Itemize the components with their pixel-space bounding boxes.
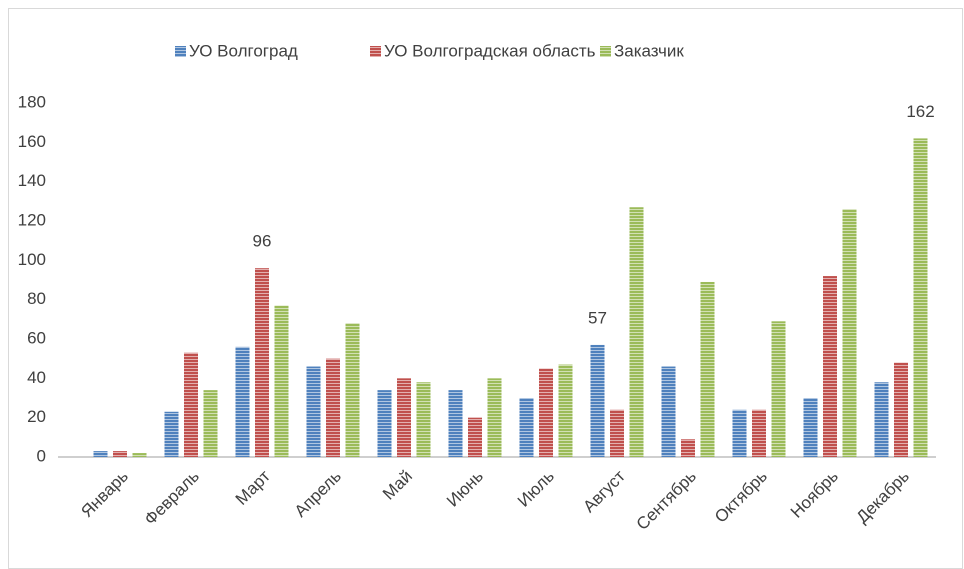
bar: [326, 358, 340, 457]
bar: [842, 209, 857, 457]
bar: [590, 344, 605, 457]
bar: [823, 276, 837, 457]
bar: [255, 268, 269, 457]
bar: [274, 305, 289, 457]
bar: [113, 451, 127, 457]
bar: [487, 378, 502, 457]
bar: [539, 368, 553, 457]
y-tick-label: 140: [18, 171, 46, 190]
legend-swatch: [175, 46, 186, 57]
bar: [894, 362, 908, 457]
bar: [752, 409, 766, 457]
bar: [803, 398, 818, 457]
bar: [732, 409, 747, 457]
y-tick-label: 60: [27, 328, 46, 347]
bar: [345, 323, 360, 457]
y-tick-label: 100: [18, 250, 46, 269]
bar: [93, 451, 108, 457]
data-label: 96: [253, 232, 272, 251]
bar: [203, 390, 218, 457]
bar: [132, 453, 147, 457]
bar: [164, 411, 179, 457]
bar: [610, 409, 624, 457]
bar: [913, 138, 928, 457]
bar: [377, 390, 392, 457]
y-tick-label: 160: [18, 132, 46, 151]
bar: [519, 398, 534, 457]
chart-frame: [8, 8, 963, 569]
y-tick-label: 40: [27, 368, 46, 387]
bar: [448, 390, 463, 457]
bar: [468, 417, 482, 457]
bar: [397, 378, 411, 457]
bar: [184, 352, 198, 457]
y-tick-label: 120: [18, 210, 46, 229]
legend-label: Заказчик: [614, 41, 684, 60]
y-tick-label: 80: [27, 289, 46, 308]
bar: [700, 281, 715, 457]
bar: [416, 382, 431, 457]
bar: [306, 366, 321, 457]
y-tick-label: 180: [18, 92, 46, 111]
data-label: 57: [588, 308, 607, 327]
bar: [235, 346, 250, 457]
bar: [661, 366, 676, 457]
y-tick-label: 20: [27, 407, 46, 426]
bar: [771, 321, 786, 457]
legend-label: УО Волгоградская область: [384, 41, 596, 60]
bar: [874, 382, 889, 457]
y-tick-label: 0: [37, 446, 46, 465]
legend-swatch: [370, 46, 381, 57]
bar: [629, 207, 644, 457]
bar: [558, 364, 573, 457]
bar: [681, 439, 695, 457]
legend-label: УО Волгоград: [189, 41, 298, 60]
legend-swatch: [600, 46, 611, 57]
data-label: 162: [906, 102, 934, 121]
